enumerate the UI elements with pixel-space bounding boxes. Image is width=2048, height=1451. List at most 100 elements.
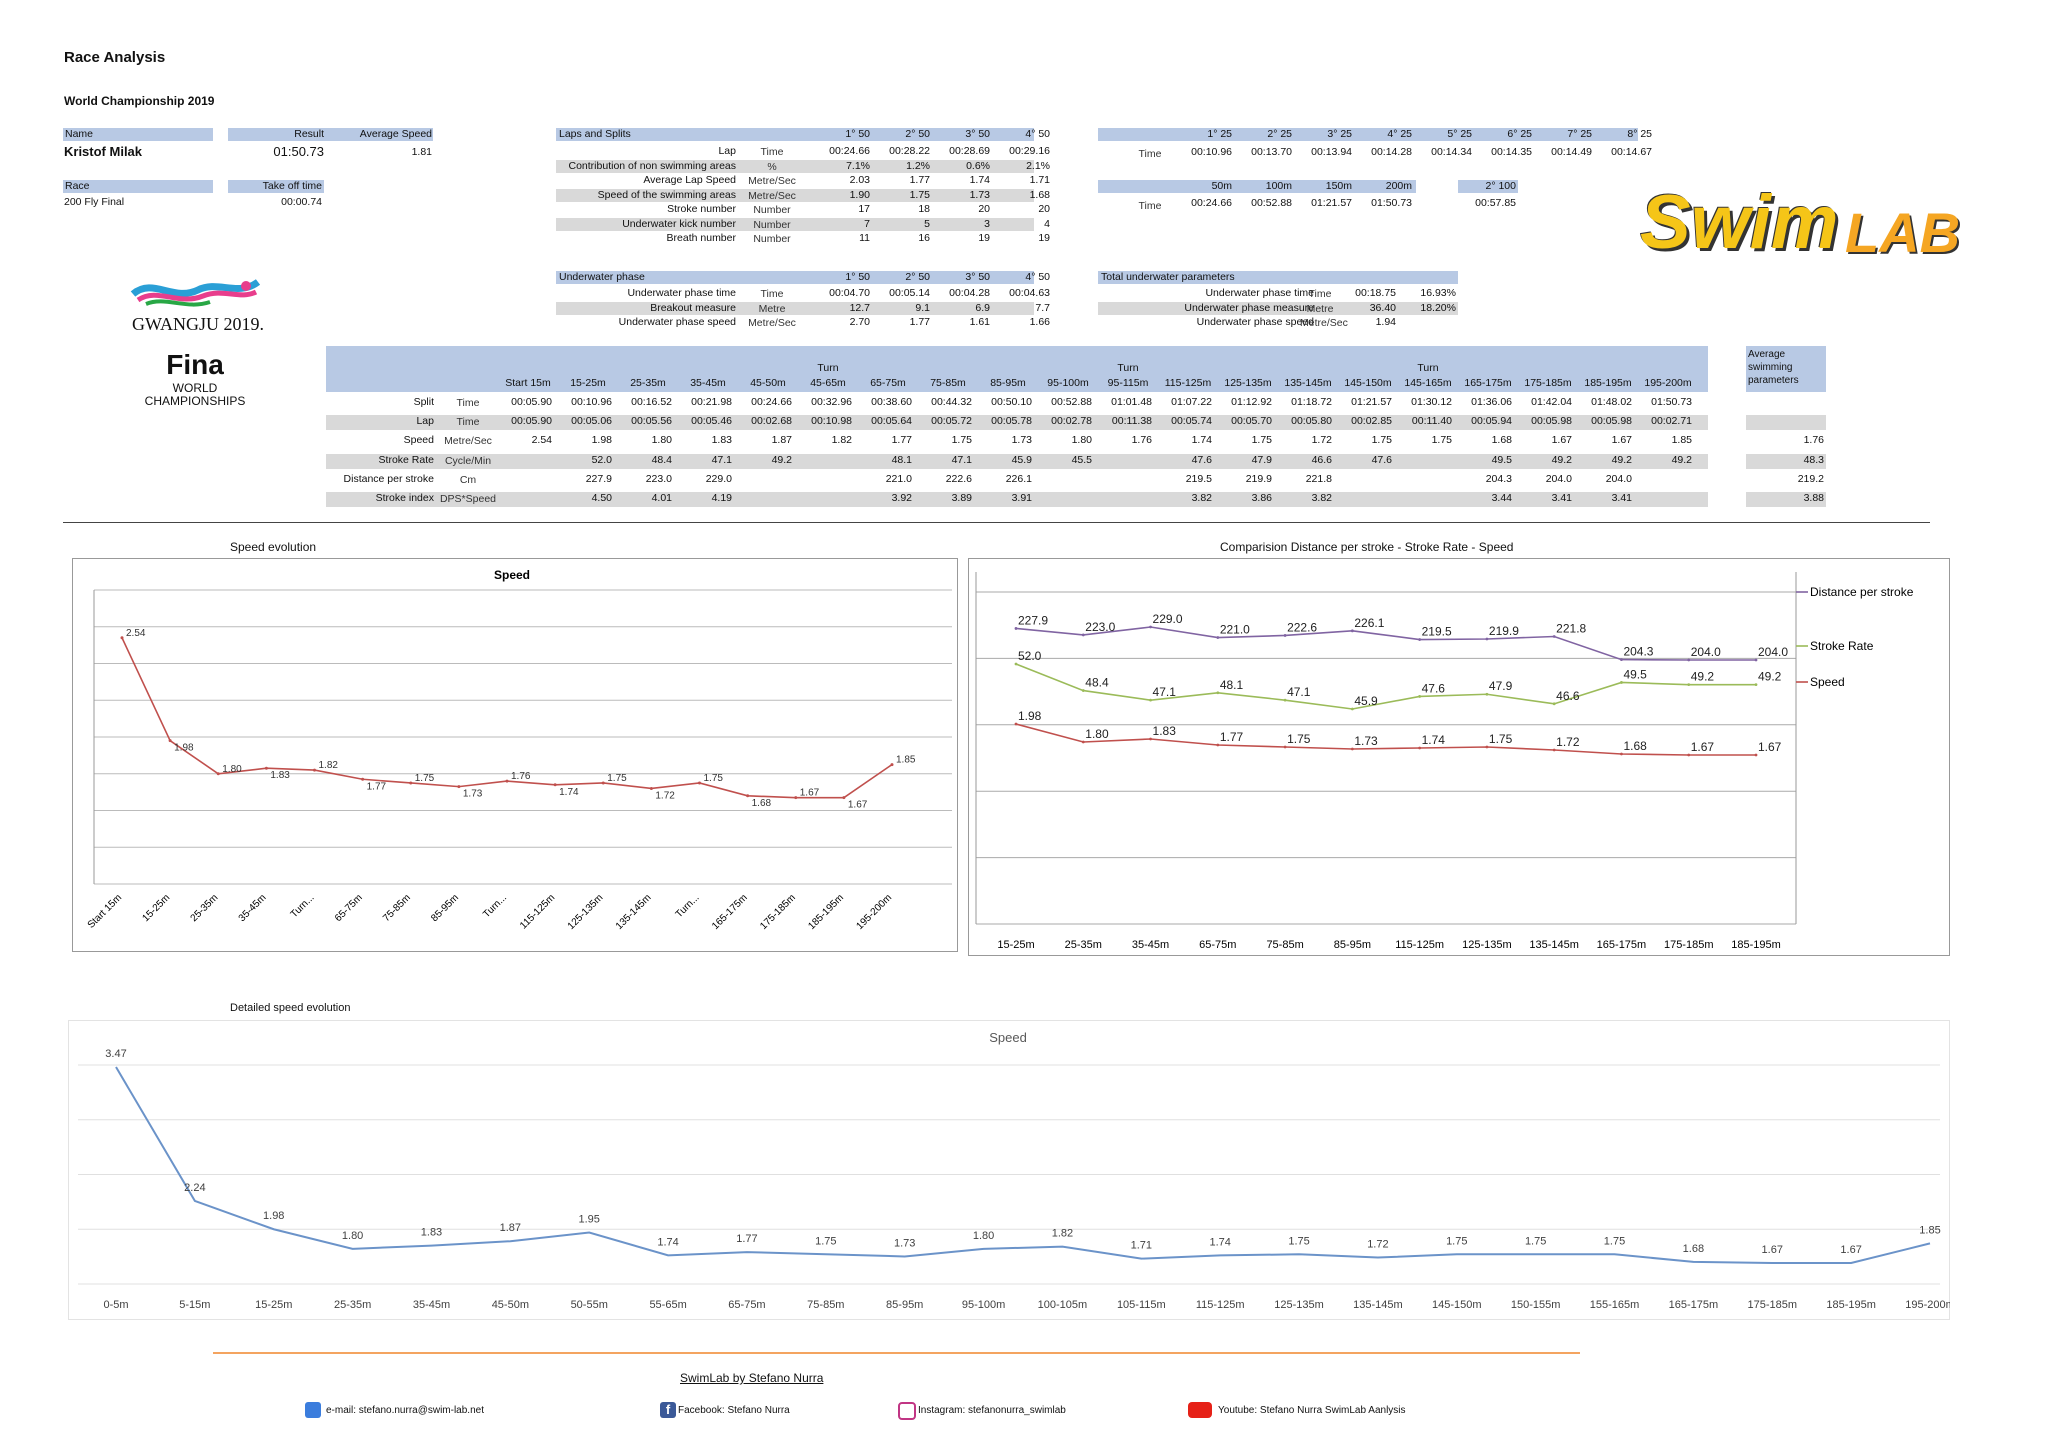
segment-cell: 221.8 bbox=[1305, 472, 1332, 485]
segment-cell: 47.6 bbox=[1371, 453, 1392, 466]
segment-cell: 226.1 bbox=[1005, 472, 1032, 485]
chart3-tick-label: 150-155m bbox=[1511, 1299, 1561, 1311]
footer-credit[interactable]: SwimLab by Stefano Nurra bbox=[680, 1371, 824, 1385]
underwater-cell: 9.1 bbox=[915, 301, 930, 314]
email-icon bbox=[305, 1402, 321, 1418]
laps-cell: 11 bbox=[859, 232, 870, 244]
chart2-point bbox=[1620, 752, 1623, 756]
segment-cell: 00:05.46 bbox=[691, 415, 732, 428]
total-underwater-label: Underwater phase measure bbox=[1184, 301, 1314, 314]
chart2-point bbox=[1149, 698, 1152, 702]
chart1-data-label: 1.75 bbox=[704, 773, 724, 784]
total-underwater-header-bar bbox=[1098, 271, 1458, 284]
underwater-row-unit: Metre/Sec bbox=[748, 317, 796, 329]
splits50-cell: 01:21.57 bbox=[1311, 197, 1352, 209]
chart1-point bbox=[168, 739, 172, 743]
segment-col-header: 85-95m bbox=[990, 377, 1026, 389]
segment-cell: 00:05.06 bbox=[571, 415, 612, 428]
footer-youtube[interactable]: Youtube: Stefano Nurra SwimLab Aanlysis bbox=[1218, 1405, 1406, 1416]
laps-cell: 1.71 bbox=[1029, 174, 1050, 186]
segment-cell: 45.9 bbox=[1011, 453, 1032, 466]
chart2-legend-label: Speed bbox=[1810, 675, 1845, 689]
detailed-speed-chart: Speed 3.47 2.24 1.98 1.80 1.83 1.87 1.95 1.74 1.7… bbox=[68, 1020, 1950, 1320]
segment-cell: 47.9 bbox=[1251, 453, 1272, 466]
chart2-tick-label: 165-175m bbox=[1597, 939, 1647, 951]
splits25-cell: 00:14.67 bbox=[1611, 146, 1652, 158]
segment-cell: 1.87 bbox=[771, 434, 792, 447]
segment-col-header: 45-65m bbox=[810, 377, 846, 389]
segment-cell: 1.82 bbox=[831, 434, 852, 447]
chart3-tick-label: 15-25m bbox=[255, 1299, 292, 1311]
result-value: 01:50.73 bbox=[273, 144, 324, 159]
underwater-col-header: 3° 50 bbox=[965, 271, 990, 283]
segment-row-label: Speed bbox=[403, 434, 434, 447]
chart2-data-label: 1.67 bbox=[1691, 740, 1715, 754]
segment-cell: 00:05.72 bbox=[931, 415, 972, 428]
chart3-tick-label: 0-5m bbox=[103, 1299, 128, 1311]
laps-col-header: 1° 50 bbox=[845, 128, 870, 140]
chart1-point bbox=[216, 772, 220, 776]
laps-col-header: 4° 50 bbox=[1025, 128, 1050, 140]
chart2-legend-label: Distance per stroke bbox=[1810, 585, 1914, 599]
splits25-col-header: 1° 25 bbox=[1207, 128, 1232, 140]
chart2-legend-label: Stroke Rate bbox=[1810, 639, 1874, 653]
laps-row-label: Average Lap Speed bbox=[643, 174, 736, 186]
chart2-point bbox=[1283, 698, 1287, 702]
chart3-data-label: 1.83 bbox=[421, 1227, 442, 1239]
chart2-data-label: 1.68 bbox=[1623, 739, 1647, 753]
chart3-tick-label: 5-15m bbox=[179, 1299, 210, 1311]
chart3-tick-label: 65-75m bbox=[728, 1299, 765, 1311]
chart3-data-label: 1.75 bbox=[1288, 1235, 1309, 1247]
underwater-header: Underwater phase bbox=[559, 271, 645, 283]
segment-cell: 00:10.98 bbox=[811, 415, 852, 428]
segment-cell: 4.50 bbox=[591, 492, 612, 504]
splits25-cell: 00:14.35 bbox=[1491, 146, 1532, 158]
chart2-data-label: 221.0 bbox=[1220, 623, 1250, 637]
chart2-data-label: 204.0 bbox=[1758, 645, 1788, 659]
chart1-data-label: 1.83 bbox=[270, 770, 290, 781]
row-shade bbox=[556, 159, 1034, 173]
laps-cell: 1.90 bbox=[849, 188, 870, 201]
chart2-point bbox=[1754, 753, 1758, 757]
chart3-tick-label: 135-145m bbox=[1353, 1299, 1403, 1311]
chart2-data-label: 1.77 bbox=[1220, 730, 1244, 744]
chart1-point bbox=[842, 796, 846, 800]
segment-cell: 46.6 bbox=[1311, 453, 1332, 466]
avg-header: swimming bbox=[1748, 362, 1793, 373]
footer-email[interactable]: e-mail: stefano.nurra@swim-lab.net bbox=[326, 1405, 484, 1416]
chart2-data-label: 1.98 bbox=[1018, 709, 1042, 723]
chart2-tick-label: 125-135m bbox=[1462, 939, 1512, 951]
chart1-data-label: 2.54 bbox=[126, 628, 146, 639]
chart1-data-label: 1.98 bbox=[174, 743, 194, 754]
chart3-tick-label: 185-195m bbox=[1826, 1299, 1876, 1311]
laps-row-unit: Time bbox=[760, 146, 784, 158]
segment-cell: 222.6 bbox=[945, 472, 972, 485]
footer-facebook[interactable]: Facebook: Stefano Nurra bbox=[678, 1405, 790, 1416]
segment-cell: 49.2 bbox=[1671, 453, 1692, 466]
chart1-data-label: 1.82 bbox=[319, 760, 339, 771]
chart2-point bbox=[1687, 683, 1691, 687]
segment-cell: 00:52.88 bbox=[1051, 396, 1092, 408]
row-shade bbox=[1746, 415, 1826, 431]
segment-cell: 00:05.78 bbox=[991, 415, 1032, 428]
laps-cell: 00:28.22 bbox=[889, 145, 930, 157]
chart1-point bbox=[264, 766, 268, 770]
segment-cell: 3.41 bbox=[1611, 492, 1632, 504]
laps-col-header: 2° 50 bbox=[905, 128, 930, 140]
footer-instagram[interactable]: Instagram: stefanonurra_swimlab bbox=[918, 1405, 1066, 1416]
chart3-data-label: 1.98 bbox=[263, 1210, 284, 1222]
segment-cell: 1.85 bbox=[1671, 434, 1692, 447]
segment-col-header: 95-115m bbox=[1107, 377, 1149, 389]
chart2-data-label: 204.0 bbox=[1691, 645, 1721, 659]
segment-row-unit: Time bbox=[456, 416, 480, 429]
segment-cell: 1.75 bbox=[1371, 434, 1392, 447]
chart2-data-label: 1.83 bbox=[1153, 724, 1177, 738]
chart1-data-label: 1.85 bbox=[896, 755, 916, 766]
laps-cell: 1.2% bbox=[906, 159, 930, 172]
chart2-point bbox=[1754, 683, 1758, 687]
segment-cell: 01:30.12 bbox=[1411, 396, 1452, 408]
laps-header-bar bbox=[556, 128, 1034, 141]
swimlab-lab-text: LAB bbox=[1845, 201, 1961, 264]
chart3-data-label: 1.80 bbox=[973, 1230, 994, 1242]
swimlab-logo: Swim LAB bbox=[1640, 180, 1970, 280]
